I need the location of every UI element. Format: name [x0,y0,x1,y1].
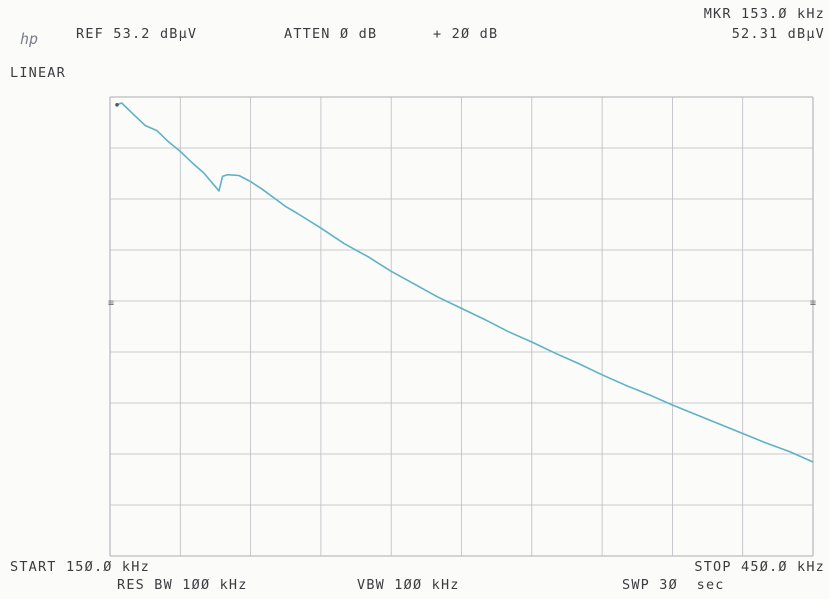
spectrum-trace-line [116,102,814,463]
reference-tick-mark: ≡ [108,298,114,309]
sweep-time-label: SWP 3Ø sec [622,577,725,593]
video-bandwidth-label: VBW 1ØØ kHz [357,577,460,593]
start-frequency-label: START 15Ø.Ø kHz [10,559,150,575]
reference-tick-mark: ≡ [810,298,816,309]
scale-mode-label: LINEAR [10,65,66,81]
marker-level-label: 52.31 dBµV [731,26,825,42]
hp-logo-icon: hp [20,30,39,48]
attenuation-label: ATTEN Ø dB [284,26,378,42]
reference-level-label: REF 53.2 dBµV [76,26,198,42]
marker-point [115,102,119,107]
stop-frequency-label: STOP 45Ø.Ø kHz [694,559,825,575]
offset-label: + 2Ø dB [433,26,499,42]
resolution-bandwidth-label: RES BW 1ØØ kHz [117,577,248,593]
marker-frequency-label: MKR 153.Ø kHz [703,6,825,22]
